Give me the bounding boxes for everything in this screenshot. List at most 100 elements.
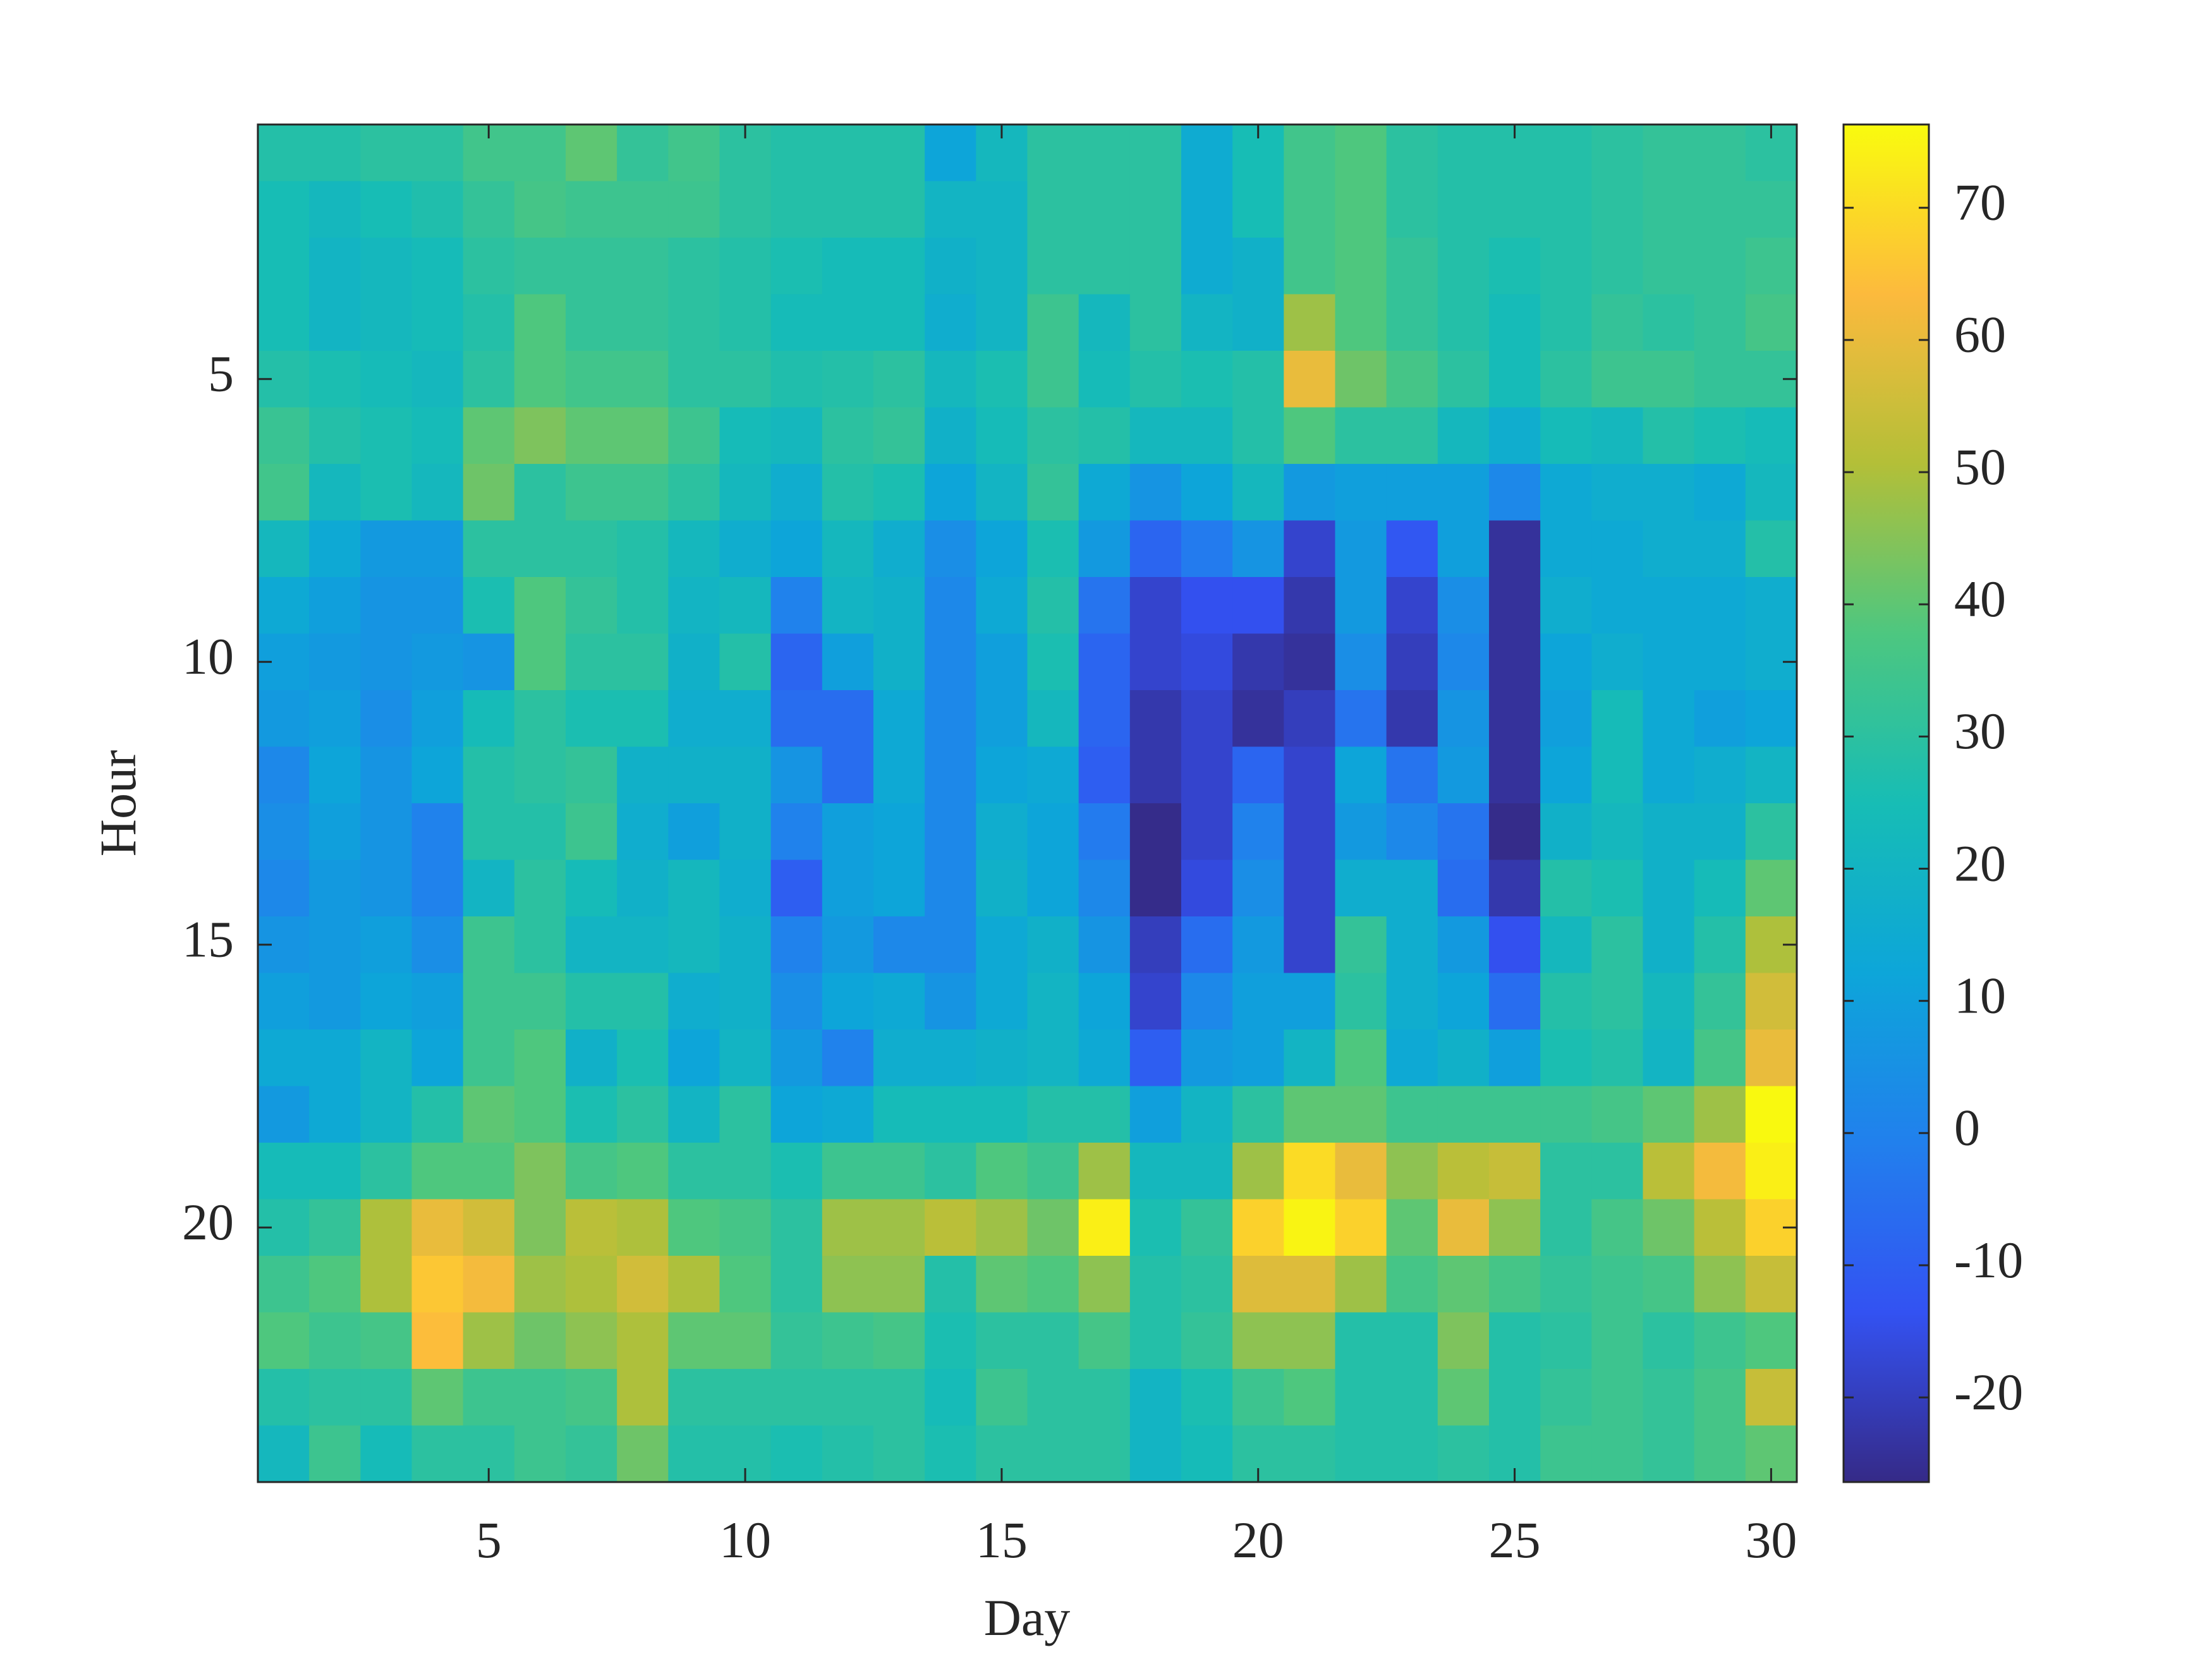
heatmap-cell: [1027, 1143, 1079, 1200]
heatmap-cell: [1335, 1425, 1387, 1483]
heatmap-cell: [463, 746, 515, 804]
heatmap-cell: [309, 1199, 361, 1256]
heatmap-cell: [1745, 690, 1797, 748]
heatmap-cell: [873, 294, 925, 351]
heatmap-cell: [411, 1369, 464, 1426]
heatmap-cell: [1232, 1199, 1284, 1256]
heatmap-cell: [925, 916, 976, 974]
heatmap-cell: [770, 577, 823, 635]
heatmap-cell: [822, 125, 874, 182]
heatmap-cell: [514, 1143, 566, 1200]
heatmap-cell: [309, 294, 361, 351]
heatmap-cell: [566, 916, 617, 974]
heatmap-cell: [976, 407, 1028, 465]
heatmap-cell: [719, 1030, 772, 1087]
heatmap-cell: [668, 1312, 720, 1370]
heatmap-cell: [976, 803, 1028, 861]
heatmap-cell: [360, 238, 413, 295]
heatmap-cell: [976, 973, 1028, 1030]
heatmap-cell: [463, 1030, 515, 1087]
heatmap-cell: [1181, 1086, 1233, 1143]
heatmap-cell: [1386, 125, 1438, 182]
heatmap-cell: [925, 181, 976, 238]
heatmap-cell: [719, 238, 772, 295]
heatmap-cell: [1284, 1030, 1336, 1087]
heatmap-cell: [1489, 1143, 1541, 1200]
heatmap-cell: [822, 1086, 874, 1143]
heatmap-cell: [1437, 520, 1490, 578]
heatmap-cell: [719, 860, 772, 917]
heatmap-cell: [258, 407, 310, 465]
heatmap-cell: [566, 1256, 617, 1313]
heatmap-cell: [719, 351, 772, 408]
heatmap-cell: [976, 351, 1028, 408]
heatmap-cell: [1745, 1143, 1797, 1200]
heatmap-cell: [1129, 860, 1182, 917]
heatmap-cell: [258, 181, 310, 238]
heatmap-cell: [1591, 294, 1644, 351]
heatmap-cell: [1643, 860, 1695, 917]
heatmap-cell: [360, 916, 413, 974]
heatmap-cell: [1694, 577, 1746, 635]
heatmap-cell: [1386, 294, 1438, 351]
heatmap-cell: [1078, 1369, 1131, 1426]
heatmap-cell: [1745, 1312, 1797, 1370]
heatmap-cell: [1129, 1369, 1182, 1426]
heatmap-cell: [1386, 860, 1438, 917]
heatmap-cell: [309, 633, 361, 691]
heatmap-cell: [1181, 803, 1233, 861]
heatmap-cell: [258, 125, 310, 182]
heatmap-cell: [668, 181, 720, 238]
heatmap-cell: [617, 746, 669, 804]
heatmap-cell: [1591, 1312, 1644, 1370]
heatmap-cell: [566, 690, 617, 748]
heatmap-cell: [514, 746, 566, 804]
heatmap-cell: [822, 1312, 874, 1370]
heatmap-cell: [1386, 916, 1438, 974]
heatmap-cell: [617, 464, 669, 521]
heatmap-cell: [822, 1256, 874, 1313]
heatmap-cell: [1694, 125, 1746, 182]
heatmap-cell: [873, 1369, 925, 1426]
heatmap-cell: [1745, 181, 1797, 238]
heatmap-cell: [1027, 1425, 1079, 1483]
heatmap-cell: [360, 1425, 413, 1483]
heatmap-cell: [1027, 1312, 1079, 1370]
heatmap-cell: [309, 577, 361, 635]
heatmap-cell: [1284, 1312, 1336, 1370]
heatmap-cell: [873, 520, 925, 578]
heatmap-cell: [1694, 746, 1746, 804]
colorbar-tick-label: 40: [1954, 570, 2006, 628]
heatmap-cell: [463, 1086, 515, 1143]
heatmap-cell: [719, 407, 772, 465]
heatmap-cell: [1129, 1030, 1182, 1087]
heatmap-cell: [1489, 294, 1541, 351]
heatmap-cell: [514, 690, 566, 748]
heatmap-cell: [463, 351, 515, 408]
heatmap-cell: [566, 633, 617, 691]
heatmap-cell: [566, 181, 617, 238]
heatmap-cell: [360, 690, 413, 748]
heatmap-cell: [1284, 860, 1336, 917]
heatmap-cell: [1181, 633, 1233, 691]
heatmap-cell: [770, 520, 823, 578]
heatmap-cell: [1489, 803, 1541, 861]
heatmap-cell: [411, 125, 464, 182]
heatmap-cell: [463, 294, 515, 351]
heatmap-cell: [976, 294, 1028, 351]
colorbar-tick-label: -20: [1954, 1363, 2023, 1421]
heatmap-cell: [976, 1312, 1028, 1370]
heatmap-cell: [411, 690, 464, 748]
heatmap-cell: [360, 1143, 413, 1200]
heatmap-cell: [566, 860, 617, 917]
heatmap-cell: [822, 294, 874, 351]
heatmap-cell: [1335, 238, 1387, 295]
heatmap-cell: [463, 464, 515, 521]
heatmap-cell: [1386, 1199, 1438, 1256]
heatmap-cell: [309, 1030, 361, 1087]
heatmap-cell: [1232, 520, 1284, 578]
y-tick-label: 20: [182, 1193, 234, 1251]
heatmap-cell: [514, 577, 566, 635]
heatmap-cell: [566, 746, 617, 804]
heatmap-cell: [770, 407, 823, 465]
